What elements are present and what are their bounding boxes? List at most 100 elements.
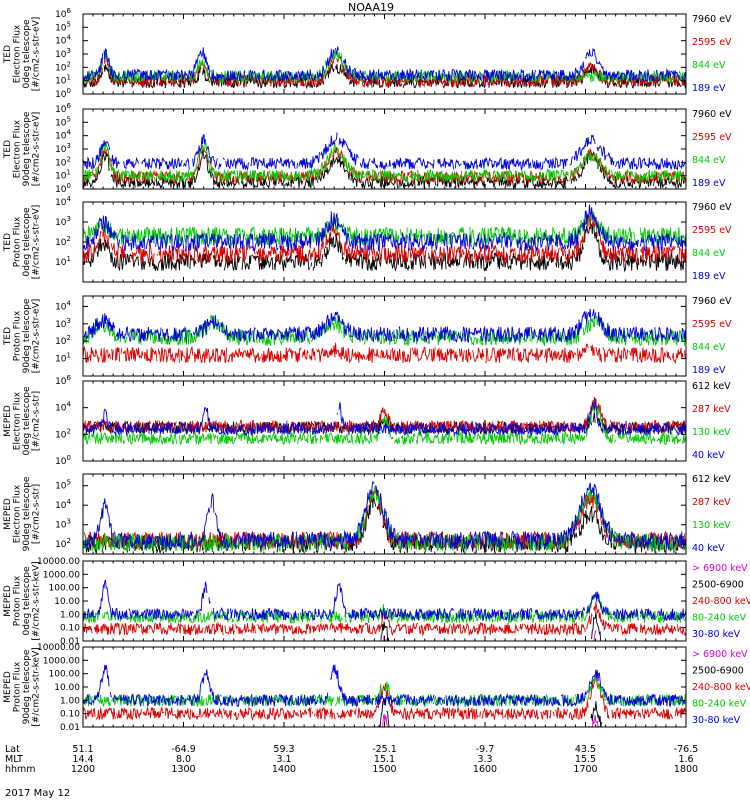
legend-entry: 80-240 keV <box>692 613 747 624</box>
time-axis-value: -25.1 <box>372 744 397 755</box>
time-axis-row-label: Lat <box>5 744 20 755</box>
y-axis-label: [#/cm2-s-str-eV] <box>32 205 42 280</box>
y-axis-label: [#/cm2-s-str] <box>32 391 42 451</box>
tick-base: 10 <box>55 238 67 248</box>
tick-exp: 2 <box>67 155 71 163</box>
series-line-2595-ev <box>83 342 686 365</box>
y-tick-label: 102 <box>55 427 71 440</box>
tick-base: 10 <box>55 105 67 115</box>
legend-entry: 7960 eV <box>692 14 732 25</box>
tick-exp: 6 <box>67 7 72 15</box>
y-tick-label: 102 <box>55 60 71 73</box>
y-axis-label: [#/cm2-s-str-keV] <box>32 561 42 640</box>
series-line-130-kev <box>83 485 686 553</box>
y-axis-label: [#/cm2-s-str-eV] <box>32 112 42 187</box>
legend-entry: 844 eV <box>692 248 726 259</box>
legend-entry: 189 eV <box>692 271 726 282</box>
y-axis-label: 90deg telescope <box>22 649 32 724</box>
tick-base: 10 <box>55 521 67 531</box>
y-axis-label: MEPED <box>3 585 13 617</box>
y-tick-label: 103 <box>55 215 71 228</box>
tick-exp: 3 <box>67 142 71 150</box>
tick-base: 10 <box>55 198 67 208</box>
y-tick-label: 106 <box>55 374 71 387</box>
time-axis-value: 15.5 <box>575 754 596 765</box>
y-tick-label: 106 <box>55 102 71 115</box>
legend-entry: > 6900 keV <box>692 563 748 574</box>
time-axis-row-label: hhmm <box>5 764 36 775</box>
legend-entry: 612 keV <box>692 474 731 485</box>
y-tick-label: 102 <box>55 235 71 248</box>
panel-meped-p-90: 0.01 0.10 1.00 10.00 100.00 1000.00 10000.00 ME… <box>3 643 750 733</box>
y-axis-label: Proton Flux <box>13 216 23 267</box>
time-axis-value: 1200 <box>71 764 95 775</box>
time-axis-value: 1.6 <box>678 754 693 765</box>
tick-exp: 3 <box>67 47 71 55</box>
series-group <box>83 664 686 734</box>
y-axis-label: Electron Flux <box>13 391 23 450</box>
tick-base: 10 <box>55 302 67 312</box>
series-line-844-ev <box>83 140 686 184</box>
y-tick-label: 100 <box>55 182 71 195</box>
tick-exp: 5 <box>67 20 71 28</box>
y-tick-label: 102 <box>55 334 71 347</box>
y-tick-label: 101 <box>55 255 71 268</box>
time-axis-value: 3.3 <box>477 754 492 765</box>
legend-entry: 130 keV <box>692 520 731 531</box>
tick-base: 10 <box>55 158 67 168</box>
tick-base: 10 <box>55 23 67 33</box>
y-tick-label: 1000.00 <box>43 570 80 580</box>
tick-base: 10 <box>55 185 67 195</box>
tick-base: 10 <box>55 320 67 330</box>
y-axis-label: MEPED <box>3 405 13 437</box>
tick-exp: 2 <box>67 537 71 545</box>
tick-exp: 4 <box>67 498 72 506</box>
time-axis-value: 1700 <box>573 764 597 775</box>
y-axis-label: [#/cm2-s-str-eV] <box>32 17 42 92</box>
y-axis-label: MEPED <box>3 671 13 703</box>
tick-base: 10 <box>55 10 67 20</box>
legend-entry: 80-240 keV <box>692 699 747 710</box>
y-tick-label: 106 <box>55 7 71 20</box>
y-tick-label: 104 <box>55 34 71 47</box>
tick-base: 10 <box>55 258 67 268</box>
time-axis-value: 3.1 <box>276 754 291 765</box>
tick-exp: 4 <box>67 129 72 137</box>
tick-base: 10 <box>55 501 67 511</box>
legend-entry: 2595 eV <box>692 319 732 330</box>
y-tick-label: 10.00 <box>54 683 80 693</box>
tick-exp: 5 <box>67 479 71 487</box>
y-axis-label: 0deg telescope <box>22 386 32 456</box>
tick-exp: 3 <box>67 317 71 325</box>
y-tick-label: 1000.00 <box>43 656 80 666</box>
series-group <box>83 204 686 273</box>
time-axis-value: 51.1 <box>72 744 93 755</box>
y-tick-label: 103 <box>55 47 71 60</box>
tick-base: 10 <box>55 355 67 365</box>
y-tick-label: 0.01 <box>60 723 80 733</box>
time-axis-value: 1500 <box>372 764 396 775</box>
time-axis-value: 8.0 <box>176 754 191 765</box>
legend-entry: 844 eV <box>692 155 726 166</box>
tick-base: 10 <box>55 118 67 128</box>
tick-base: 10 <box>55 540 67 550</box>
legend-entry: 189 eV <box>692 365 726 376</box>
tick-base: 10 <box>55 77 67 87</box>
time-axis-labels: Lat 51.1 -64.9 59.3 -25.1 -9.7 43.5 -76.5 MLT 14.… <box>5 744 698 775</box>
y-tick-label: 103 <box>55 317 71 330</box>
legend-entry: 30-80 keV <box>692 629 741 640</box>
y-axis-label: MEPED <box>3 498 13 530</box>
y-tick-label: 101 <box>55 352 71 365</box>
y-axis-label: Proton Flux <box>13 310 23 361</box>
legend-entry: 2595 eV <box>692 37 732 48</box>
tick-base: 10 <box>55 63 67 73</box>
tick-exp: 6 <box>67 102 72 110</box>
panel-meped-p-0: 0.01 0.10 1.00 10.00 100.00 1000.00 10000.00 ME… <box>3 557 750 647</box>
tick-exp: 2 <box>67 235 71 243</box>
legend-entry: 189 eV <box>692 178 726 189</box>
y-tick-label: 104 <box>55 195 71 208</box>
chart-title: NOAA19 <box>348 1 394 14</box>
